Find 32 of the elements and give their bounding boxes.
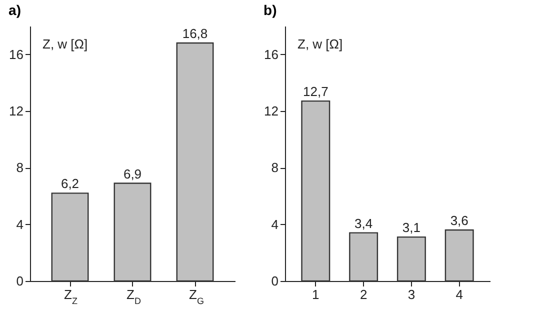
data-label: 6,2 bbox=[60, 176, 80, 192]
y-tick-label: 0 bbox=[271, 274, 278, 288]
y-axis-title: Z, w [Ω] bbox=[298, 36, 343, 52]
y-tick-label: 4 bbox=[16, 216, 24, 232]
data-label: 3,4 bbox=[354, 216, 373, 231]
data-label: 16,8 bbox=[182, 26, 208, 41]
bar bbox=[301, 100, 330, 282]
y-tick-label: 4 bbox=[271, 216, 278, 232]
bar bbox=[51, 192, 89, 282]
data-label: 3,1 bbox=[402, 220, 420, 236]
bar bbox=[176, 42, 214, 282]
data-label: 12,7 bbox=[303, 84, 328, 100]
x-tick-label: 4 bbox=[456, 287, 463, 302]
bar bbox=[114, 182, 152, 282]
bar bbox=[349, 232, 378, 282]
bar bbox=[396, 236, 426, 282]
y-tick-label: 12 bbox=[9, 104, 24, 118]
y-axis-title: Z, w [Ω] bbox=[42, 36, 88, 52]
bar bbox=[444, 229, 474, 282]
data-label: 6,9 bbox=[123, 166, 142, 182]
y-tick-label: 16 bbox=[9, 46, 24, 62]
x-tick-label: 2 bbox=[360, 287, 368, 302]
y-tick-label: 12 bbox=[264, 104, 278, 118]
data-label: 3,6 bbox=[450, 213, 468, 228]
y-tick-label: 8 bbox=[16, 160, 24, 176]
y-tick-label: 16 bbox=[264, 46, 278, 62]
chart-title: b) bbox=[264, 2, 277, 18]
x-tick-label: 3 bbox=[408, 287, 416, 302]
y-tick-label: 8 bbox=[271, 160, 278, 176]
x-tick-label: 1 bbox=[312, 287, 320, 302]
y-tick-label: 0 bbox=[16, 274, 24, 288]
chart-title: a) bbox=[8, 2, 21, 18]
